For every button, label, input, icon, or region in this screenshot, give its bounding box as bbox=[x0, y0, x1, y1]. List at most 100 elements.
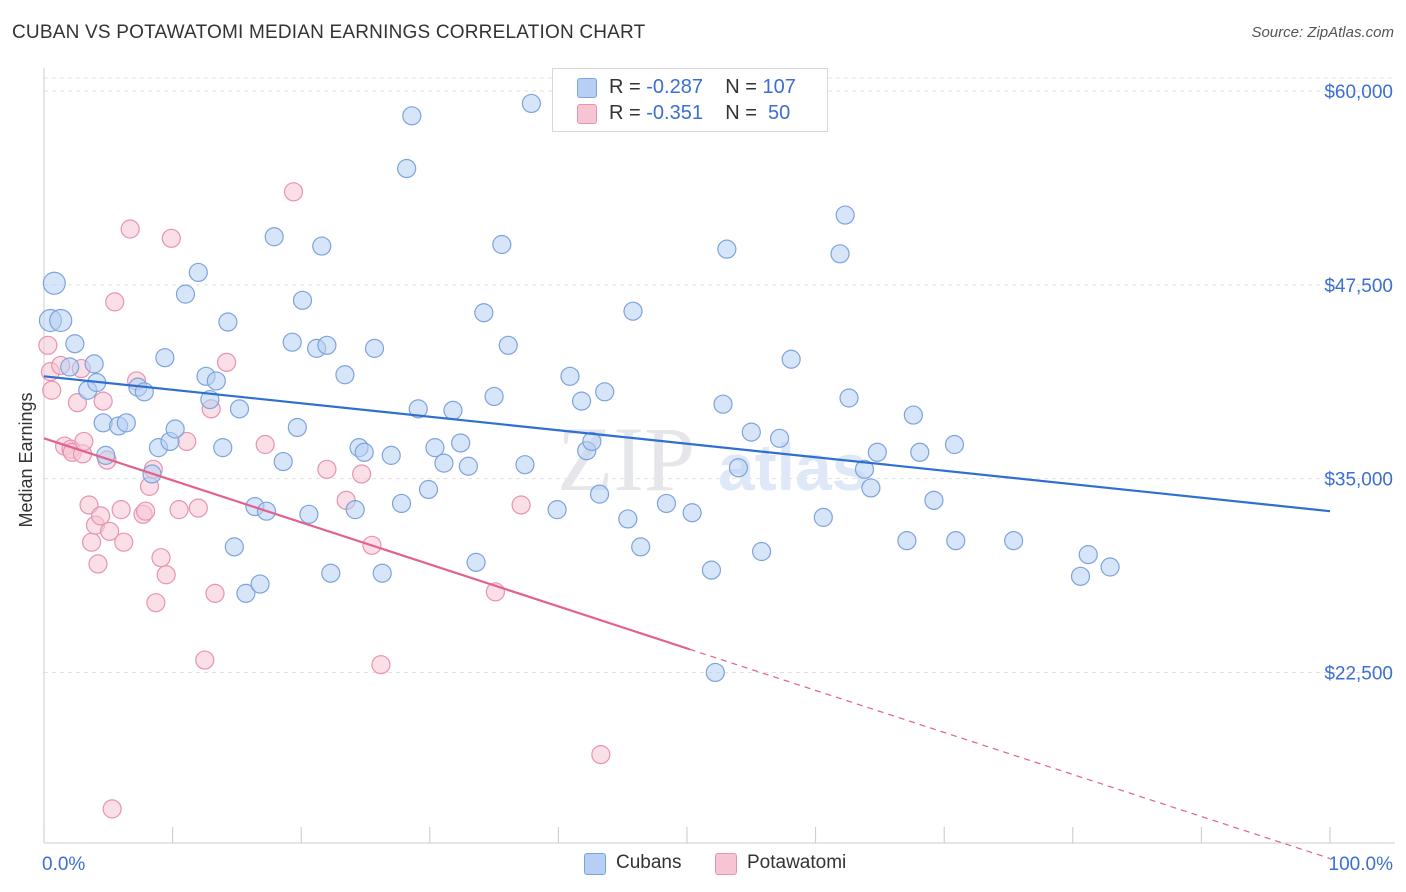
data-point-cubans bbox=[434, 453, 454, 473]
data-point-cubans bbox=[717, 239, 737, 259]
data-point-cubans bbox=[728, 458, 749, 478]
data-point-cubans bbox=[839, 388, 859, 408]
data-point-cubans bbox=[910, 442, 930, 462]
data-point-potawatomi bbox=[217, 352, 237, 372]
data-point-potawatomi bbox=[156, 565, 176, 585]
y-tick-label: $35,000 bbox=[1324, 470, 1393, 491]
data-point-cubans bbox=[60, 357, 80, 377]
legend-swatch-potawatomi bbox=[577, 104, 597, 124]
data-point-potawatomi bbox=[114, 532, 134, 552]
data-point-cubans bbox=[623, 301, 643, 321]
data-point-cubans bbox=[571, 391, 592, 411]
legend-n-value-cubans: 107 bbox=[762, 76, 796, 98]
data-point-cubans bbox=[299, 504, 319, 524]
data-point-cubans bbox=[418, 479, 439, 500]
data-point-cubans bbox=[93, 413, 113, 433]
data-point-cubans bbox=[713, 394, 733, 414]
data-point-cubans bbox=[560, 366, 580, 386]
watermark-zip: ZIP bbox=[557, 408, 695, 510]
data-point-cubans bbox=[321, 563, 341, 583]
y-tick-label: $22,500 bbox=[1324, 663, 1393, 684]
data-point-cubans bbox=[1100, 557, 1120, 577]
data-point-cubans bbox=[547, 500, 567, 520]
y-tick-label: $60,000 bbox=[1324, 82, 1393, 103]
data-point-cubans bbox=[364, 338, 385, 358]
data-point-cubans bbox=[498, 335, 518, 355]
data-point-cubans bbox=[84, 354, 104, 374]
series-label-cubans: Cubans bbox=[616, 852, 682, 873]
data-point-cubans bbox=[345, 500, 365, 520]
legend-r-label: R = bbox=[609, 102, 641, 124]
data-point-cubans bbox=[589, 484, 610, 504]
chart-title: CUBAN VS POTAWATOMI MEDIAN EARNINGS CORR… bbox=[12, 22, 646, 43]
regression-lines bbox=[43, 375, 1331, 860]
data-point-cubans bbox=[854, 459, 875, 479]
data-point-cubans bbox=[1004, 531, 1024, 551]
data-point-cubans bbox=[381, 445, 401, 465]
data-point-potawatomi bbox=[102, 799, 122, 819]
data-point-potawatomi bbox=[88, 554, 108, 574]
data-point-cubans bbox=[484, 386, 504, 407]
data-point-potawatomi bbox=[188, 498, 208, 518]
data-point-potawatomi bbox=[511, 495, 531, 515]
data-point-cubans bbox=[354, 442, 374, 462]
data-point-cubans bbox=[769, 428, 790, 448]
data-point-cubans bbox=[287, 417, 307, 438]
data-point-potawatomi bbox=[161, 228, 181, 248]
data-point-cubans bbox=[391, 493, 412, 514]
data-point-potawatomi bbox=[146, 593, 166, 613]
data-point-cubans bbox=[408, 399, 428, 419]
data-point-cubans bbox=[946, 531, 966, 551]
regression-line-potawatomi bbox=[43, 437, 690, 651]
data-point-cubans bbox=[250, 574, 270, 594]
legend-n-value-potawatomi: 50 bbox=[768, 102, 791, 124]
x-tick-label: 100.0% bbox=[1329, 854, 1394, 875]
data-point-potawatomi bbox=[99, 521, 120, 541]
data-point-cubans bbox=[443, 400, 463, 421]
data-point-potawatomi bbox=[93, 391, 113, 411]
x-tick-label: 0.0% bbox=[42, 854, 85, 875]
data-point-cubans bbox=[835, 205, 855, 225]
data-point-cubans bbox=[466, 552, 486, 572]
legend-r-label: R = bbox=[609, 76, 641, 98]
data-point-cubans bbox=[521, 93, 541, 114]
data-point-cubans bbox=[618, 509, 638, 529]
data-point-potawatomi bbox=[255, 434, 275, 455]
regression-line-cubans bbox=[43, 375, 1331, 513]
data-point-cubans bbox=[264, 227, 284, 247]
data-point-cubans bbox=[867, 442, 887, 462]
data-point-cubans bbox=[206, 371, 226, 391]
data-point-cubans bbox=[292, 290, 313, 310]
data-point-cubans bbox=[282, 332, 302, 352]
data-point-potawatomi bbox=[120, 219, 140, 239]
regression-line-extension-potawatomi bbox=[689, 648, 1331, 860]
series-swatch-potawatomi bbox=[715, 853, 737, 875]
series-swatch-cubans bbox=[584, 853, 606, 875]
data-point-cubans bbox=[813, 507, 833, 527]
data-point-cubans bbox=[65, 334, 85, 354]
legend-r-value-potawatomi: -0.351 bbox=[646, 102, 703, 124]
axis-layer bbox=[43, 68, 1395, 844]
data-point-cubans bbox=[224, 537, 244, 557]
data-point-cubans bbox=[515, 455, 535, 475]
data-point-potawatomi bbox=[195, 650, 215, 670]
data-point-cubans bbox=[474, 303, 494, 323]
data-point-potawatomi bbox=[90, 506, 111, 526]
data-point-potawatomi bbox=[67, 393, 88, 413]
data-point-potawatomi bbox=[74, 431, 94, 452]
data-point-cubans bbox=[582, 431, 602, 452]
data-point-cubans bbox=[1070, 566, 1091, 586]
legend-r-value-cubans: -0.287 bbox=[646, 76, 703, 98]
grid-layer bbox=[44, 77, 1395, 673]
y-tick-label: $47,500 bbox=[1324, 276, 1393, 297]
data-point-cubans bbox=[188, 262, 208, 283]
data-point-cubans bbox=[897, 531, 917, 551]
data-point-cubans bbox=[701, 560, 722, 580]
data-point-cubans bbox=[458, 456, 478, 476]
data-point-cubans bbox=[830, 244, 850, 264]
data-point-cubans bbox=[682, 503, 702, 523]
legend-n-label: N = bbox=[725, 76, 757, 98]
data-point-cubans bbox=[236, 583, 256, 603]
data-point-cubans bbox=[781, 349, 801, 369]
data-point-cubans bbox=[903, 405, 923, 425]
